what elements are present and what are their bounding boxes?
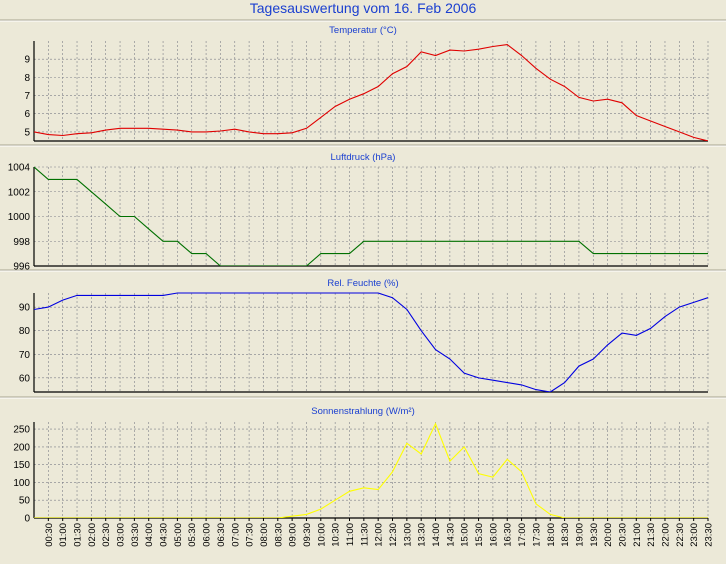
panel-1: Temperatur (°C) 5 6 7 8 9: [0, 19, 726, 142]
x-tick-label: 09:30: [302, 523, 313, 547]
x-tick-label: 21:00: [632, 523, 643, 547]
y-tick-label: 5: [24, 127, 30, 138]
y-tick-label: 100: [13, 478, 30, 489]
page-title: Tagesauswertung vom 16. Feb 2006: [249, 0, 477, 16]
panel-4: Sonnenstrahlung (W/m²) 0 50 100 150 200 250: [0, 396, 726, 525]
x-tick-label: 08:00: [259, 523, 270, 547]
x-tick-label: 04:00: [144, 523, 155, 547]
panel-title: Luftdruck (hPa): [331, 152, 396, 163]
panel-3: Rel. Feuchte (%) 60 70 80 90: [0, 269, 726, 393]
x-tick-label: 11:00: [345, 523, 356, 546]
series-line: [34, 292, 708, 392]
y-tick-label: 998: [13, 237, 30, 248]
x-tick-label: 06:30: [216, 523, 227, 547]
x-tick-label: 05:00: [173, 523, 184, 547]
series-line: [34, 166, 708, 266]
x-tick-label: 14:00: [431, 523, 442, 547]
x-tick-label: 10:00: [316, 523, 327, 547]
series-line: [34, 422, 708, 518]
x-tick-label: 20:30: [617, 523, 628, 547]
x-tick-label: 19:00: [574, 523, 585, 547]
x-tick-label: 21:30: [646, 523, 657, 547]
x-tick-label: 16:00: [488, 523, 499, 547]
y-tick-label: 996: [13, 262, 30, 273]
y-tick-label: 80: [19, 326, 31, 337]
x-tick-label: 22:30: [675, 523, 686, 547]
y-tick-label: 8: [24, 73, 30, 84]
x-tick-label: 08:30: [273, 523, 284, 547]
x-tick-label: 02:30: [101, 523, 112, 547]
y-tick-label: 60: [19, 373, 31, 384]
x-tick-label: 11:30: [359, 523, 370, 546]
y-tick-label: 1004: [8, 163, 31, 174]
y-tick-label: 0: [24, 514, 30, 525]
x-tick-label: 15:30: [474, 523, 485, 547]
panel-title: Temperatur (°C): [329, 25, 397, 36]
series-line: [34, 44, 708, 141]
x-tick-label: 00:30: [44, 523, 55, 547]
x-tick-label: 19:30: [589, 523, 600, 547]
x-tick-label: 04:30: [159, 523, 170, 547]
y-tick-label: 1000: [8, 212, 31, 223]
x-tick-label: 05:30: [187, 523, 198, 547]
y-tick-label: 6: [24, 109, 30, 120]
x-tick-label: 17:00: [517, 523, 528, 547]
x-tick-label: 06:00: [202, 523, 213, 547]
x-tick-label: 01:30: [73, 523, 84, 547]
y-tick-label: 9: [24, 55, 30, 66]
x-tick-label: 09:00: [288, 523, 299, 547]
x-tick-label: 13:00: [402, 523, 413, 547]
y-tick-label: 7: [24, 91, 30, 102]
x-tick-label: 12:30: [388, 523, 399, 547]
x-tick-label: 23:00: [689, 523, 700, 547]
x-tick-label: 20:00: [603, 523, 614, 547]
x-tick-label: 16:30: [503, 523, 514, 547]
x-tick-label: 13:30: [417, 523, 428, 547]
x-tick-label: 07:00: [230, 523, 241, 547]
y-tick-label: 200: [13, 442, 30, 453]
panel-title: Sonnenstrahlung (W/m²): [311, 406, 414, 417]
x-tick-label: 10:30: [331, 523, 342, 547]
y-tick-label: 250: [13, 425, 30, 436]
panel-2: Luftdruck (hPa) 996 998 1000 1002 1004: [0, 144, 726, 273]
x-tick-label: 22:00: [660, 523, 671, 547]
x-tick-label: 02:00: [87, 523, 98, 547]
x-tick-label: 07:30: [245, 523, 256, 547]
y-tick-label: 150: [13, 460, 30, 471]
x-tick-label: 17:30: [531, 523, 542, 547]
x-tick-label: 03:30: [130, 523, 141, 547]
x-tick-label: 12:00: [374, 523, 385, 547]
x-tick-label: 18:00: [546, 523, 557, 547]
x-tick-label: 01:00: [58, 523, 69, 547]
x-tick-label: 23:30: [704, 523, 715, 547]
y-tick-label: 70: [19, 350, 31, 361]
x-tick-label: 14:30: [445, 523, 456, 547]
y-tick-label: 90: [19, 303, 31, 314]
y-tick-label: 50: [19, 496, 31, 507]
x-tick-label: 18:30: [560, 523, 571, 547]
y-tick-label: 1002: [8, 187, 31, 198]
x-tick-label: 03:00: [116, 523, 127, 547]
x-tick-label: 15:00: [460, 523, 471, 547]
panel-title: Rel. Feuchte (%): [327, 278, 398, 289]
